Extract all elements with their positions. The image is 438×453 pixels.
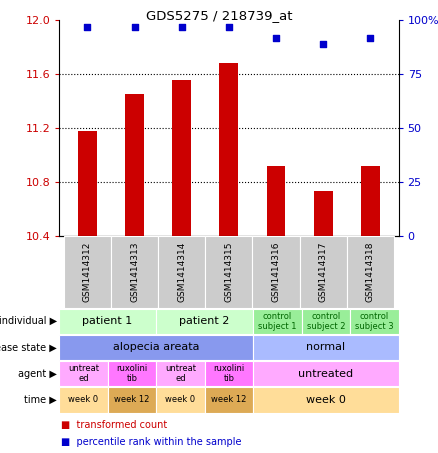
Text: time ▶: time ▶ — [24, 395, 57, 405]
Bar — [300, 236, 347, 308]
Point — [320, 40, 327, 48]
Bar — [59, 335, 253, 360]
Bar — [314, 191, 332, 236]
Text: GSM1414318: GSM1414318 — [366, 241, 375, 302]
Bar — [111, 236, 158, 308]
Bar — [172, 80, 191, 236]
Bar — [59, 361, 108, 386]
Bar — [156, 361, 205, 386]
Text: control
subject 3: control subject 3 — [355, 312, 394, 331]
Point — [178, 23, 185, 30]
Text: patient 1: patient 1 — [82, 316, 133, 326]
Text: week 12: week 12 — [211, 395, 247, 405]
Text: patient 2: patient 2 — [180, 316, 230, 326]
Bar — [253, 308, 302, 334]
Text: untreat
ed: untreat ed — [68, 364, 99, 383]
Text: ■  percentile rank within the sample: ■ percentile rank within the sample — [61, 437, 242, 447]
Text: ■  transformed count: ■ transformed count — [61, 420, 168, 430]
Bar — [205, 387, 253, 413]
Bar — [267, 166, 286, 236]
Text: control
subject 1: control subject 1 — [258, 312, 297, 331]
Bar — [253, 335, 399, 360]
Text: ruxolini
tib: ruxolini tib — [213, 364, 244, 383]
Text: untreated: untreated — [298, 369, 353, 379]
Bar — [347, 236, 394, 308]
Text: GSM1414312: GSM1414312 — [83, 241, 92, 302]
Bar — [219, 63, 238, 236]
Text: ruxolini
tib: ruxolini tib — [116, 364, 148, 383]
Text: control
subject 2: control subject 2 — [307, 312, 345, 331]
Bar — [78, 130, 97, 236]
Bar — [253, 387, 399, 413]
Bar — [156, 308, 253, 334]
Point — [131, 23, 138, 30]
Point — [84, 23, 91, 30]
Bar — [253, 361, 399, 386]
Text: agent ▶: agent ▶ — [18, 369, 57, 379]
Bar — [59, 308, 156, 334]
Point — [272, 34, 279, 41]
Text: week 12: week 12 — [114, 395, 149, 405]
Bar — [64, 236, 111, 308]
Text: GSM1414313: GSM1414313 — [130, 241, 139, 302]
Text: GSM1414315: GSM1414315 — [224, 241, 233, 302]
Text: GDS5275 / 218739_at: GDS5275 / 218739_at — [146, 9, 292, 22]
Bar — [302, 308, 350, 334]
Bar — [156, 387, 205, 413]
Text: week 0: week 0 — [165, 395, 195, 405]
Bar — [108, 387, 156, 413]
Text: GSM1414314: GSM1414314 — [177, 241, 186, 302]
Bar — [108, 361, 156, 386]
Text: normal: normal — [306, 342, 346, 352]
Bar — [350, 308, 399, 334]
Bar — [361, 166, 380, 236]
Text: GSM1414316: GSM1414316 — [272, 241, 280, 302]
Text: disease state ▶: disease state ▶ — [0, 342, 57, 352]
Text: untreat
ed: untreat ed — [165, 364, 196, 383]
Bar — [158, 236, 205, 308]
Text: individual ▶: individual ▶ — [0, 316, 57, 326]
Bar — [252, 236, 300, 308]
Text: GSM1414317: GSM1414317 — [319, 241, 328, 302]
Point — [367, 34, 374, 41]
Text: week 0: week 0 — [68, 395, 99, 405]
Bar — [59, 387, 108, 413]
Text: week 0: week 0 — [306, 395, 346, 405]
Text: alopecia areata: alopecia areata — [113, 342, 199, 352]
Bar — [205, 236, 252, 308]
Bar — [125, 94, 144, 236]
Point — [225, 23, 232, 30]
Bar — [205, 361, 253, 386]
